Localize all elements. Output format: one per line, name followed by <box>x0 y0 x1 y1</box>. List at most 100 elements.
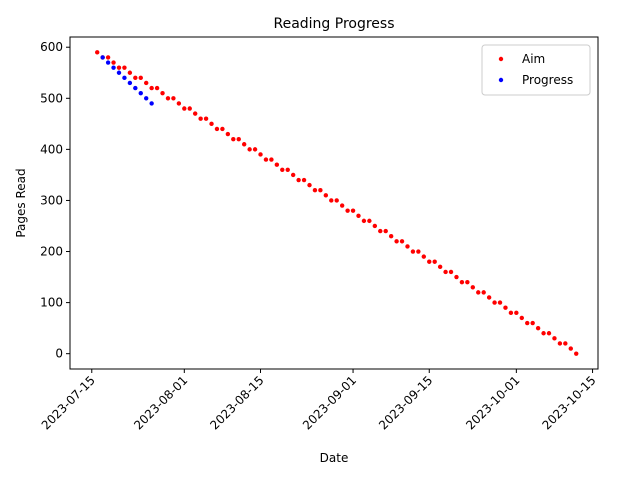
point <box>432 259 437 264</box>
point <box>133 85 138 91</box>
point <box>116 65 122 70</box>
x-tick-label: 2023-10-01 <box>463 373 522 432</box>
point <box>133 75 138 81</box>
point <box>405 244 410 249</box>
point <box>220 126 225 132</box>
point <box>122 75 127 81</box>
point <box>525 320 530 326</box>
point <box>149 85 154 91</box>
point <box>285 167 290 172</box>
point <box>508 310 514 316</box>
point <box>160 90 165 96</box>
point <box>127 80 133 86</box>
point <box>459 279 465 285</box>
point <box>274 162 280 167</box>
point <box>127 70 133 75</box>
point <box>535 325 541 331</box>
point <box>203 116 209 121</box>
point <box>296 177 301 183</box>
point <box>399 239 405 244</box>
point <box>122 65 127 70</box>
point <box>486 295 492 300</box>
point <box>356 213 361 218</box>
point <box>427 259 432 264</box>
x-axis-label: Date <box>320 451 349 465</box>
point <box>552 336 557 341</box>
point <box>503 305 508 310</box>
point <box>367 218 372 224</box>
point <box>372 223 378 229</box>
point <box>546 331 552 336</box>
x-tick-label: 2023-09-15 <box>376 373 435 432</box>
y-tick-label: 400 <box>40 142 63 156</box>
point <box>476 290 481 295</box>
point <box>290 172 296 178</box>
point <box>280 167 285 172</box>
y-tick-label: 0 <box>55 347 63 361</box>
point <box>182 106 187 111</box>
legend-label: Progress <box>522 73 573 87</box>
point <box>95 50 100 55</box>
point <box>171 96 176 101</box>
point <box>165 96 171 101</box>
point <box>111 65 116 70</box>
point <box>557 341 563 346</box>
plot-frame <box>69 36 599 370</box>
y-tick-label: 600 <box>40 40 63 54</box>
point <box>307 182 312 188</box>
point <box>258 152 263 157</box>
point <box>378 228 383 234</box>
point <box>198 116 203 121</box>
point <box>448 269 454 275</box>
point <box>241 142 247 147</box>
chart-title: Reading Progress <box>273 16 394 32</box>
point <box>410 249 416 254</box>
point <box>334 198 339 203</box>
point <box>111 60 116 65</box>
point <box>247 147 252 152</box>
point <box>492 300 497 305</box>
point <box>176 101 182 106</box>
point <box>421 254 427 259</box>
point <box>383 228 388 234</box>
point <box>339 203 345 208</box>
point <box>144 96 149 101</box>
point <box>149 101 154 106</box>
x-tick-label: 2023-10-15 <box>539 373 598 432</box>
point <box>345 208 350 213</box>
point <box>263 157 269 162</box>
point <box>574 351 579 356</box>
point <box>514 310 519 316</box>
y-tick-label: 300 <box>40 193 63 207</box>
point <box>269 157 274 162</box>
point <box>100 55 105 60</box>
y-tick-label: 200 <box>40 245 63 259</box>
point <box>329 198 334 203</box>
point <box>116 70 122 75</box>
legend-marker <box>498 56 504 62</box>
point <box>252 147 258 152</box>
point <box>225 131 231 137</box>
point <box>470 285 476 290</box>
point <box>209 121 214 127</box>
point <box>154 85 160 91</box>
point <box>138 90 143 96</box>
point <box>236 136 241 142</box>
y-tick-label: 500 <box>40 91 63 105</box>
point <box>437 264 443 270</box>
legend-label: Aim <box>522 52 545 66</box>
point <box>350 208 356 213</box>
point <box>394 239 399 244</box>
point <box>323 193 329 198</box>
point <box>192 111 198 116</box>
point <box>105 60 111 65</box>
y-tick-label: 100 <box>40 296 63 310</box>
x-tick-label: 2023-07-15 <box>39 373 98 432</box>
point <box>519 315 524 321</box>
point <box>214 126 220 132</box>
point <box>481 290 486 295</box>
point <box>318 188 323 193</box>
x-tick-label: 2023-09-01 <box>300 373 359 432</box>
point <box>231 136 236 142</box>
